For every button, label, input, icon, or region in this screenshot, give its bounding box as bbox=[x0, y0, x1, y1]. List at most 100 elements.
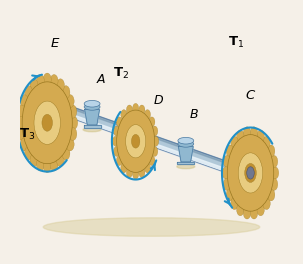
Ellipse shape bbox=[34, 101, 60, 144]
Ellipse shape bbox=[117, 110, 155, 172]
Ellipse shape bbox=[22, 82, 72, 164]
Ellipse shape bbox=[25, 86, 32, 99]
Ellipse shape bbox=[255, 168, 257, 180]
Text: $E$: $E$ bbox=[50, 37, 60, 50]
Ellipse shape bbox=[126, 125, 146, 158]
Ellipse shape bbox=[178, 140, 194, 147]
Ellipse shape bbox=[62, 147, 70, 160]
Ellipse shape bbox=[70, 116, 78, 129]
Ellipse shape bbox=[227, 135, 274, 211]
Ellipse shape bbox=[42, 114, 52, 131]
Ellipse shape bbox=[69, 128, 77, 140]
Ellipse shape bbox=[152, 147, 158, 156]
Ellipse shape bbox=[84, 100, 100, 107]
Ellipse shape bbox=[222, 167, 230, 179]
Ellipse shape bbox=[268, 189, 275, 201]
Ellipse shape bbox=[149, 155, 155, 166]
Ellipse shape bbox=[250, 207, 258, 219]
Ellipse shape bbox=[56, 79, 65, 92]
Ellipse shape bbox=[83, 128, 101, 132]
Ellipse shape bbox=[50, 74, 58, 88]
Ellipse shape bbox=[50, 158, 58, 171]
Ellipse shape bbox=[114, 126, 120, 136]
Ellipse shape bbox=[270, 178, 278, 190]
Ellipse shape bbox=[152, 126, 158, 136]
Ellipse shape bbox=[114, 147, 120, 156]
Ellipse shape bbox=[243, 127, 251, 139]
Ellipse shape bbox=[178, 137, 194, 144]
Ellipse shape bbox=[43, 73, 51, 86]
Ellipse shape bbox=[113, 136, 119, 146]
Ellipse shape bbox=[30, 79, 38, 92]
Ellipse shape bbox=[126, 105, 132, 115]
Ellipse shape bbox=[18, 105, 26, 118]
Text: $C$: $C$ bbox=[245, 88, 256, 102]
Ellipse shape bbox=[66, 138, 74, 151]
Polygon shape bbox=[177, 162, 194, 164]
Ellipse shape bbox=[121, 163, 127, 173]
Ellipse shape bbox=[84, 103, 100, 110]
Ellipse shape bbox=[153, 136, 159, 146]
Ellipse shape bbox=[121, 110, 127, 120]
Ellipse shape bbox=[263, 197, 270, 210]
Ellipse shape bbox=[20, 138, 28, 151]
Ellipse shape bbox=[36, 74, 44, 88]
Ellipse shape bbox=[250, 127, 258, 139]
Text: $D$: $D$ bbox=[153, 94, 164, 107]
Ellipse shape bbox=[243, 207, 251, 219]
Ellipse shape bbox=[36, 158, 44, 171]
Ellipse shape bbox=[270, 155, 278, 168]
Ellipse shape bbox=[18, 128, 26, 140]
Ellipse shape bbox=[30, 154, 38, 167]
Ellipse shape bbox=[139, 105, 145, 115]
Ellipse shape bbox=[223, 155, 231, 168]
Ellipse shape bbox=[116, 155, 122, 166]
Ellipse shape bbox=[226, 189, 234, 201]
Ellipse shape bbox=[69, 105, 77, 118]
Ellipse shape bbox=[238, 153, 263, 193]
Ellipse shape bbox=[145, 163, 151, 173]
Polygon shape bbox=[43, 98, 257, 182]
Ellipse shape bbox=[237, 130, 244, 142]
Ellipse shape bbox=[20, 95, 28, 108]
Ellipse shape bbox=[223, 178, 231, 190]
Text: $\mathbf{T}_2$: $\mathbf{T}_2$ bbox=[113, 66, 129, 82]
Ellipse shape bbox=[43, 218, 260, 236]
Ellipse shape bbox=[149, 117, 155, 127]
Polygon shape bbox=[43, 105, 254, 182]
Ellipse shape bbox=[231, 197, 238, 210]
Ellipse shape bbox=[237, 204, 244, 216]
Ellipse shape bbox=[271, 167, 279, 179]
Ellipse shape bbox=[25, 147, 32, 160]
Ellipse shape bbox=[257, 204, 265, 216]
Ellipse shape bbox=[145, 110, 151, 120]
Ellipse shape bbox=[257, 130, 265, 142]
Ellipse shape bbox=[66, 95, 74, 108]
Ellipse shape bbox=[226, 145, 234, 157]
Ellipse shape bbox=[133, 169, 139, 179]
Ellipse shape bbox=[253, 166, 258, 183]
Ellipse shape bbox=[268, 145, 275, 157]
Text: $\mathbf{T}_1$: $\mathbf{T}_1$ bbox=[228, 35, 244, 50]
Ellipse shape bbox=[17, 116, 25, 129]
Ellipse shape bbox=[62, 86, 70, 99]
Ellipse shape bbox=[247, 167, 254, 179]
Ellipse shape bbox=[126, 168, 132, 177]
Text: $B$: $B$ bbox=[189, 108, 199, 121]
Ellipse shape bbox=[133, 103, 139, 113]
Polygon shape bbox=[178, 147, 193, 162]
Ellipse shape bbox=[177, 164, 195, 169]
Polygon shape bbox=[85, 110, 99, 125]
Ellipse shape bbox=[245, 163, 256, 182]
Polygon shape bbox=[84, 125, 101, 128]
Ellipse shape bbox=[43, 159, 51, 172]
Ellipse shape bbox=[263, 136, 270, 149]
Ellipse shape bbox=[116, 117, 122, 127]
Ellipse shape bbox=[139, 168, 145, 177]
Ellipse shape bbox=[132, 134, 140, 148]
Ellipse shape bbox=[231, 136, 238, 149]
Text: $A$: $A$ bbox=[96, 73, 107, 86]
Text: $\mathbf{T}_3$: $\mathbf{T}_3$ bbox=[19, 127, 35, 142]
Ellipse shape bbox=[56, 154, 65, 167]
Polygon shape bbox=[46, 98, 257, 174]
